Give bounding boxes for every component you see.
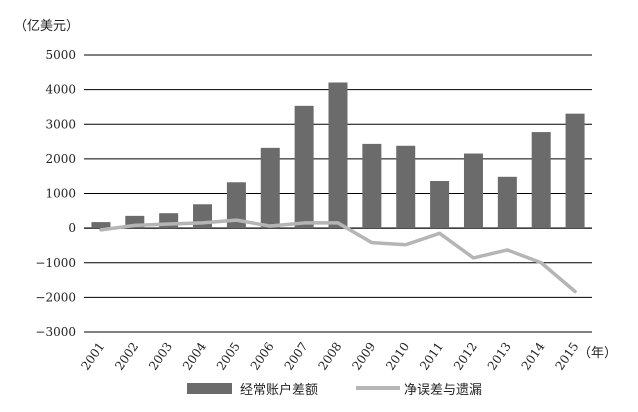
bar [226,182,246,229]
x-tick-label: 2013 [485,340,514,373]
x-tick-label: 2006 [248,340,277,373]
series-line [99,218,577,294]
y-tick-label: −1000 [35,256,76,270]
x-tick-label: 2001 [78,340,107,373]
x-tick-label: 2010 [383,340,412,373]
legend-label-bar: 经常账户差额 [240,382,318,398]
x-tick-label: 2008 [315,340,344,373]
bar [294,105,314,229]
x-tick-label: 2007 [282,340,311,373]
y-tick-label: −3000 [35,325,76,339]
bar [260,147,280,229]
x-tick-label: 2004 [180,339,209,372]
y-unit-label: （亿美元） [14,19,79,34]
y-tick-label: 4000 [45,83,76,97]
y-tick-label: 5000 [45,48,76,62]
bar-series [91,82,585,229]
legend-label-line: 净误差与遗漏 [404,382,482,398]
bar [430,181,450,229]
y-tick-label: 0 [68,221,76,235]
x-tick-label: 2005 [214,340,243,373]
legend: 经常账户差额 净误差与遗漏 [187,382,482,398]
bar [91,222,111,229]
x-tick-label: 2011 [417,340,446,373]
bar [531,132,551,229]
bar [565,113,585,229]
bar [328,82,348,229]
x-unit-label: （年） [578,346,617,361]
bar [463,153,483,229]
x-tick-label: 2003 [146,340,175,373]
x-tick-label: 2002 [112,340,141,373]
y-tick-label: 3000 [45,117,76,131]
x-tick-label: 2012 [451,340,480,373]
y-tick-label: 1000 [45,187,76,201]
y-tick-label: 2000 [45,152,76,166]
line-series [99,218,577,294]
bar [396,145,416,229]
y-tick-label: −2000 [35,290,76,304]
legend-swatch-bar [187,383,232,394]
x-tick-label: 2009 [349,340,378,373]
x-tick-label: 2014 [519,339,548,372]
bar [362,143,382,229]
bar [497,176,517,229]
x-axis-ticks: 2001 2002 2003 2004 2005 2006 2007 2008 2009 2010… [78,339,581,372]
y-axis-ticks: 5000 4000 3000 2000 1000 0 −1000 −2000 −3000 [35,48,76,339]
